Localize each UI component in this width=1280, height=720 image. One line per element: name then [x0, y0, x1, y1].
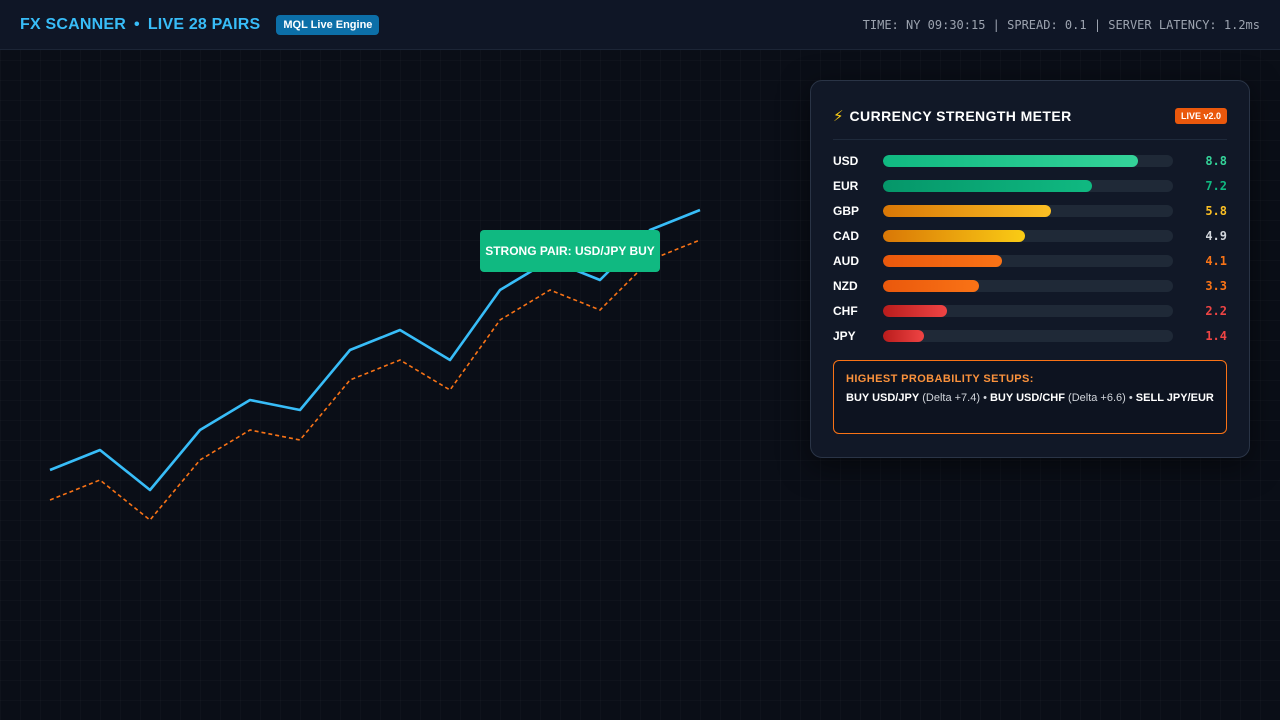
strength-row-aud: AUD 4.1 [833, 248, 1227, 273]
setup-3-action: SELL JPY/EUR [1135, 392, 1214, 404]
currency-code: GBP [833, 203, 860, 218]
currency-code: CAD [833, 228, 859, 243]
strength-bar-track [883, 304, 1173, 317]
strength-bar-track [883, 154, 1173, 167]
currency-code: JPY [833, 328, 856, 343]
strength-row-nzd: NZD 3.3 [833, 273, 1227, 298]
strength-row-eur: EUR 7.2 [833, 173, 1227, 198]
setups-title: HIGHEST PROBABILITY SETUPS: [846, 373, 1034, 385]
strength-bar-track [883, 279, 1173, 292]
price-chart-svg [49, 208, 701, 522]
setup-2-delta: (Delta +6.6) [1068, 392, 1126, 404]
setup-separator: • [983, 392, 987, 404]
currency-code: AUD [833, 253, 859, 268]
brand-name: FX SCANNER [20, 15, 127, 33]
currency-code: USD [833, 153, 859, 168]
top-bar: FX SCANNER • LIVE 28 PAIRS MQL Live Engine… [0, 0, 1280, 50]
strength-value: 5.8 [1205, 203, 1227, 218]
strength-row-chf: CHF 2.2 [833, 298, 1227, 323]
strength-bar-fill [883, 204, 1052, 217]
brand-separator: • [134, 15, 140, 33]
strength-bar-fill [883, 304, 947, 317]
strength-value: 7.2 [1205, 178, 1227, 193]
currency-code: NZD [833, 278, 858, 293]
signal-tag: STRONG PAIR: USD/JPY BUY [480, 230, 660, 272]
strength-bar-track [883, 229, 1173, 242]
strength-line-secondary [49, 239, 701, 522]
strength-bar-track [883, 329, 1173, 342]
currency-code: CHF [833, 303, 858, 318]
strength-bar-fill [883, 154, 1139, 167]
strength-bar-fill [883, 329, 924, 342]
strength-row-usd: USD 8.8 [833, 148, 1227, 173]
strength-value: 3.3 [1205, 278, 1227, 293]
currency-code: EUR [833, 178, 859, 193]
version-badge: LIVE v2.0 [1174, 108, 1227, 124]
strength-bar-fill [883, 179, 1092, 192]
strength-value: 1.4 [1205, 328, 1227, 343]
status-readout: TIME: NY 09:30:15 | SPREAD: 0.1 | SERVER… [862, 17, 1260, 32]
setups-list: BUY USD/JPY (Delta +7.4) • BUY USD/CHF (… [846, 391, 1214, 406]
setup-separator: • [1128, 392, 1133, 404]
strength-value: 8.8 [1205, 153, 1227, 168]
strength-value: 4.1 [1205, 253, 1227, 268]
brand-title: FX SCANNER • LIVE 28 PAIRS [20, 16, 260, 34]
strength-row-gbp: GBP 5.8 [833, 198, 1227, 223]
panel-header: ⚡ CURRENCY STRENGTH METER LIVE v2.0 [833, 103, 1227, 140]
strength-bar-fill [883, 254, 1002, 267]
strength-meter-panel: ⚡ CURRENCY STRENGTH METER LIVE v2.0 USD 8… [810, 80, 1250, 458]
price-chart: STRONG PAIR: USD/JPY BUY [0, 50, 800, 720]
setup-1-delta: (Delta +7.4) [922, 392, 980, 404]
setups-box: HIGHEST PROBABILITY SETUPS: BUY USD/JPY … [833, 360, 1227, 434]
strength-bar-fill [883, 279, 979, 292]
strength-value: 2.2 [1205, 303, 1227, 318]
strength-value: 4.9 [1205, 228, 1227, 243]
engine-badge: MQL Live Engine [276, 14, 380, 35]
strength-bar-fill [883, 229, 1026, 242]
strength-bar-track [883, 254, 1173, 267]
panel-title: CURRENCY STRENGTH METER [849, 108, 1072, 124]
bolt-icon: ⚡ [833, 108, 844, 125]
strength-rows: USD 8.8 EUR 7.2 GBP 5.8 CAD 4.9 AUD 4.1 NZD 3.3 CHF 2… [833, 148, 1227, 348]
strength-row-cad: CAD 4.9 [833, 223, 1227, 248]
strength-bar-track [883, 179, 1173, 192]
setup-1-action: BUY USD/JPY [846, 392, 920, 404]
strength-line-primary [49, 208, 701, 492]
pairs-count: LIVE 28 PAIRS [147, 15, 261, 33]
strength-row-jpy: JPY 1.4 [833, 323, 1227, 348]
strength-bar-track [883, 204, 1173, 217]
setup-2-action: BUY USD/CHF [989, 392, 1065, 404]
